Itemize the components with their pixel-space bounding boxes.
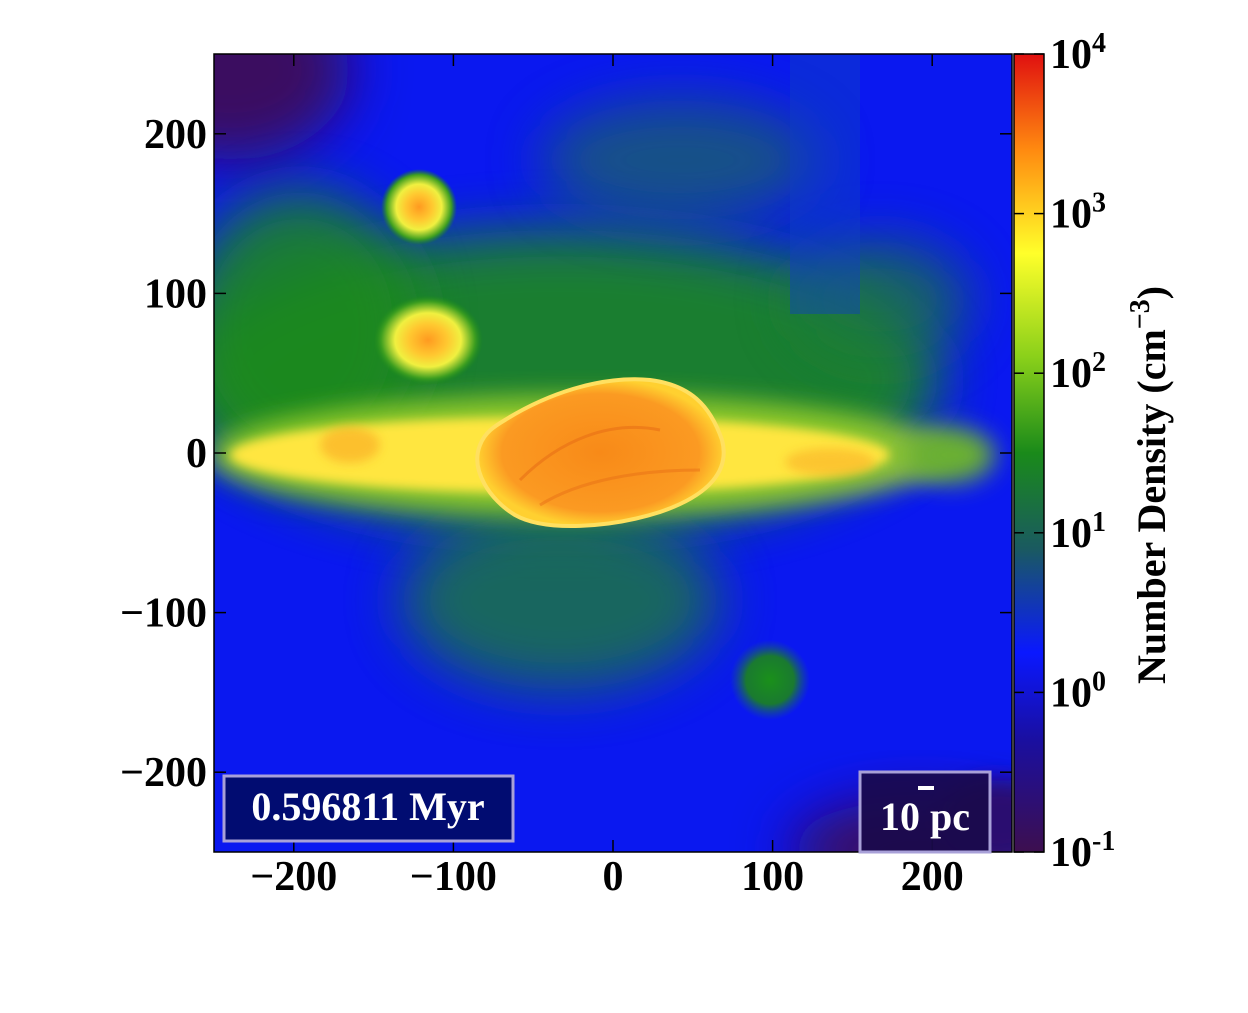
time-annotation: 0.596811 Myr bbox=[222, 774, 515, 843]
density-map bbox=[214, 54, 1012, 852]
y-tick-label: −200 bbox=[120, 750, 207, 796]
time-label: 0.596811 Myr bbox=[251, 784, 484, 829]
x-tick-label: 100 bbox=[741, 854, 804, 900]
y-tick-label: 200 bbox=[144, 112, 207, 158]
colorbar-tick-label: 10-1 bbox=[1050, 826, 1115, 876]
colorbar-tick-label: 102 bbox=[1050, 347, 1106, 397]
x-tick-label: −200 bbox=[250, 854, 337, 900]
colorbar-gradient bbox=[1013, 53, 1045, 853]
colorbar: 104 103 102 101 100 10-1 Number Density (cm−3… bbox=[1013, 28, 1174, 876]
y-tick-label: 100 bbox=[144, 271, 207, 317]
colorbar-title: Number Density (cm−3) bbox=[1125, 286, 1174, 684]
y-axis: 200 100 0 −100 −200 bbox=[120, 112, 1012, 796]
colorbar-tick-label: 104 bbox=[1050, 28, 1106, 78]
x-axis: −200 −100 0 100 200 bbox=[250, 54, 964, 900]
scale-bar-line bbox=[918, 786, 934, 790]
x-tick-label: −100 bbox=[410, 854, 497, 900]
y-tick-label: −100 bbox=[120, 591, 207, 637]
scale-bar-label: 10 pc bbox=[880, 794, 970, 839]
colorbar-ticks: 104 103 102 101 100 10-1 bbox=[1014, 28, 1115, 876]
colorbar-tick-label: 103 bbox=[1050, 188, 1106, 238]
y-tick-label: 0 bbox=[186, 431, 207, 477]
scale-bar: 10 pc bbox=[858, 770, 992, 854]
x-tick-label: 200 bbox=[901, 854, 964, 900]
colorbar-tick-label: 100 bbox=[1050, 666, 1106, 716]
x-tick-label: 0 bbox=[603, 854, 624, 900]
colorbar-tick-label: 101 bbox=[1050, 507, 1106, 557]
